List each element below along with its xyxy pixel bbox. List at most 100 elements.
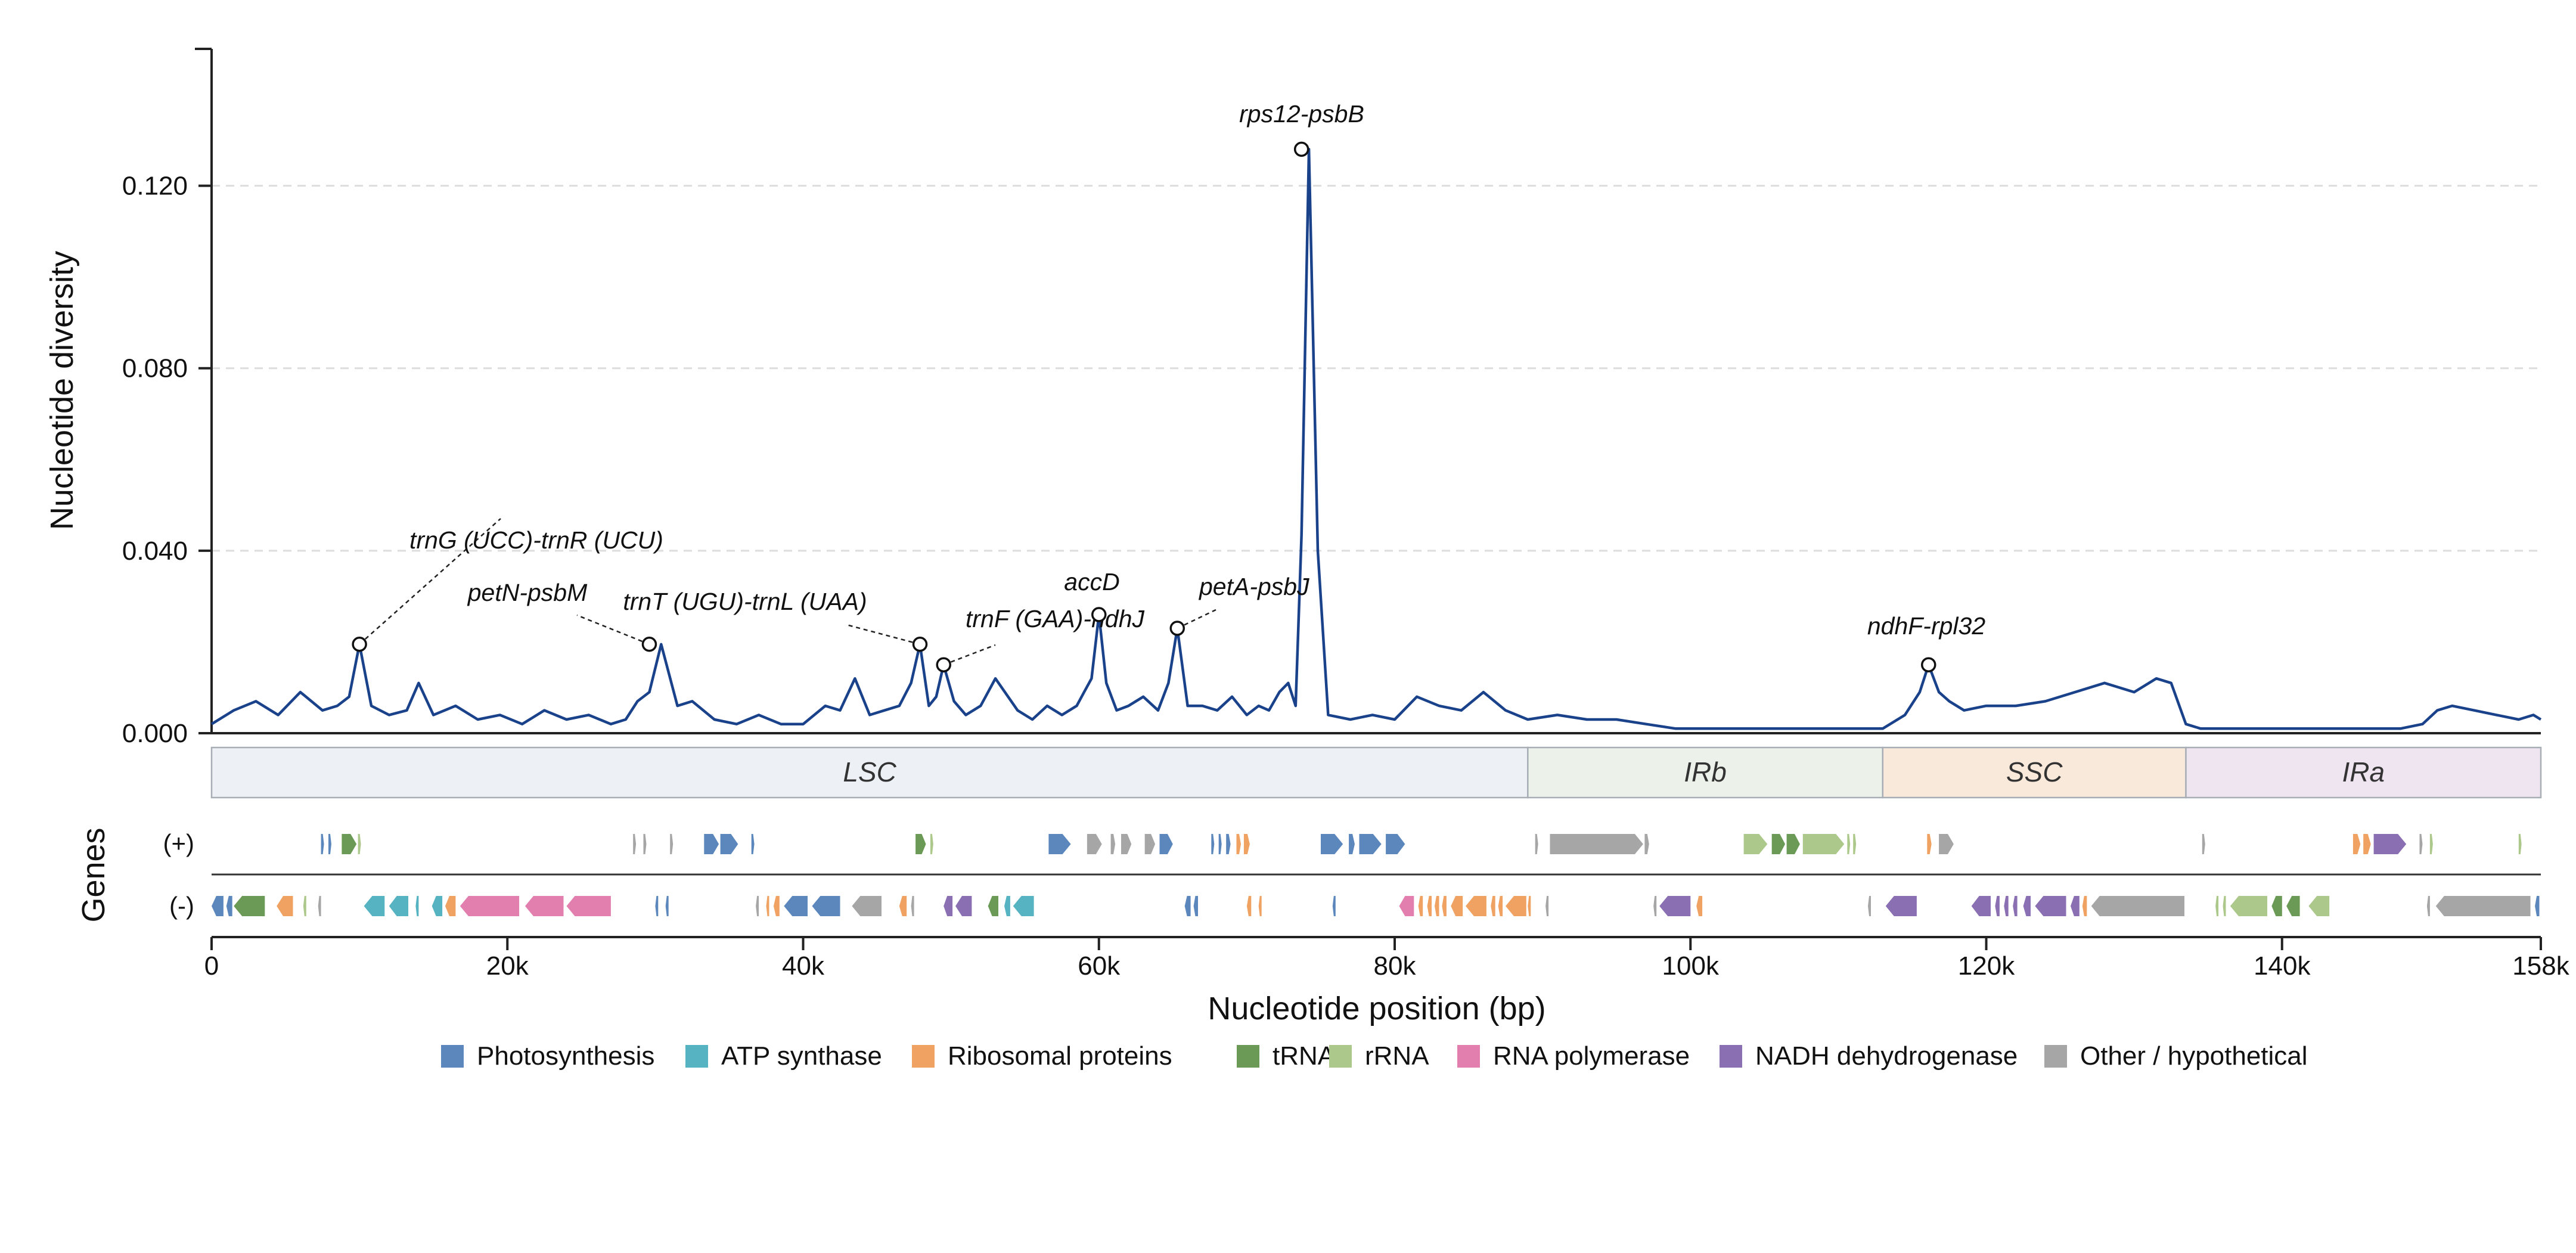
region-block [2185, 746, 2542, 799]
genes-axis-title: Genes [76, 827, 111, 922]
gene-plus [1802, 834, 1845, 854]
gene-minus [773, 896, 780, 916]
gene-minus [2535, 896, 2540, 916]
gene-minus [1885, 896, 1917, 916]
gene-minus [432, 896, 443, 916]
gene-minus [1332, 896, 1336, 916]
gene-plus [2419, 834, 2423, 854]
x-tick-label: 0 [204, 951, 219, 981]
gene-minus [2023, 896, 2031, 916]
gene-minus [1451, 896, 1463, 916]
strand-label-minus: (-) [169, 892, 194, 920]
gene-minus [303, 896, 306, 916]
genome-regions: LSC IRb SSC IRa [210, 746, 2542, 799]
gene-minus [1659, 896, 1691, 916]
gene-minus [1258, 896, 1262, 916]
x-tick-label: 60k [1078, 951, 1121, 981]
gene-minus [1399, 896, 1414, 916]
gene-minus [1971, 896, 1991, 916]
gene-plus [1359, 834, 1382, 854]
annotation-leader [846, 624, 920, 645]
region-block [210, 746, 1529, 799]
gene-plus [643, 834, 647, 854]
gene-minus [1427, 896, 1432, 916]
gene-plus [1243, 834, 1250, 854]
gene-minus [234, 896, 265, 916]
gene-minus [1435, 896, 1439, 916]
gene-minus [1004, 896, 1010, 916]
gene-minus [756, 896, 759, 916]
legend-label: Other / hypothetical [2080, 1041, 2308, 1071]
gene-minus [415, 896, 419, 916]
gene-minus [899, 896, 907, 916]
gene-minus [566, 896, 611, 916]
gene-minus [2071, 896, 2080, 916]
gene-plus [1226, 834, 1231, 854]
gene-minus [911, 896, 914, 916]
gene-minus [318, 896, 321, 916]
strand-label-plus: (+) [163, 829, 195, 857]
gene-minus [1418, 896, 1423, 916]
gene-minus [1184, 896, 1191, 916]
gene-plus [1349, 834, 1355, 854]
region-label: IRb [1684, 756, 1727, 787]
gene-minus [1868, 896, 1871, 916]
annotation-label: trnT (UGU)-trnL (UAA) [623, 588, 867, 615]
annotation-marker [912, 637, 928, 652]
gene-minus [665, 896, 669, 916]
annotation-leader [576, 614, 650, 645]
annotation-label: petN-psbM [467, 579, 588, 606]
gene-plus [1550, 834, 1643, 854]
legend: Photosynthesis ATP synthase Ribosomal prot… [441, 1041, 2308, 1071]
gene-plus [1386, 834, 1405, 854]
gene-minus [1498, 896, 1503, 916]
gene-minus [1506, 896, 1526, 916]
legend-swatch [1237, 1045, 1259, 1068]
gene-minus [1995, 896, 2000, 916]
annotation-marker [352, 637, 367, 652]
gene-minus [1528, 896, 1531, 916]
gene-plus [2518, 834, 2522, 854]
gene-minus [2223, 896, 2226, 916]
annotation-label: trnF (GAA)-ndhJ [966, 605, 1144, 632]
gene-minus [655, 896, 659, 916]
annotation-label: accD [1064, 568, 1119, 596]
diversity-line [210, 148, 2542, 730]
x-tick-label: 120k [1958, 951, 2015, 981]
gene-plus [1853, 834, 1857, 854]
legend-label: NADH dehydrogenase [1755, 1041, 2018, 1071]
gene-plus [2429, 834, 2433, 854]
gene-minus [812, 896, 840, 916]
legend-swatch [912, 1045, 935, 1068]
gene-minus [988, 896, 998, 916]
gene-plus [1535, 834, 1538, 854]
annotations: trnG (UCC)-trnR (UCU) petN-psbM trnT (UGU)… [352, 100, 1985, 672]
gene-plus [1743, 834, 1768, 854]
gene-plus [358, 834, 361, 854]
gene-minus [525, 896, 564, 916]
x-tick-label: 80k [1374, 951, 1417, 981]
annotation-marker [641, 637, 657, 652]
annotation-leader [943, 644, 996, 666]
gene-plus [720, 834, 738, 854]
gene-plus [2202, 834, 2205, 854]
annotation-marker [1091, 607, 1107, 622]
y-tick-label: 0.040 [122, 536, 188, 566]
gene-minus [955, 896, 972, 916]
y-tick-label: 0.000 [122, 719, 188, 748]
gene-minus [1696, 896, 1703, 916]
region-label: IRa [2342, 756, 2385, 787]
annotation-marker [1293, 141, 1309, 157]
annotation-marker [1169, 621, 1185, 636]
gene-plus [1236, 834, 1241, 854]
gene-minus [2091, 896, 2184, 916]
gene-plus [1144, 834, 1156, 854]
gene-minus [1442, 896, 1447, 916]
x-axis: 0 20k 40k 60k 80k 100k 120k 140k 158k [204, 936, 2570, 981]
gene-plus [1218, 834, 1222, 854]
gene-plus [704, 834, 719, 854]
gene-plus [2363, 834, 2371, 854]
gene-plus [751, 834, 755, 854]
gene-plus [328, 834, 331, 854]
gene-plus [1159, 834, 1173, 854]
